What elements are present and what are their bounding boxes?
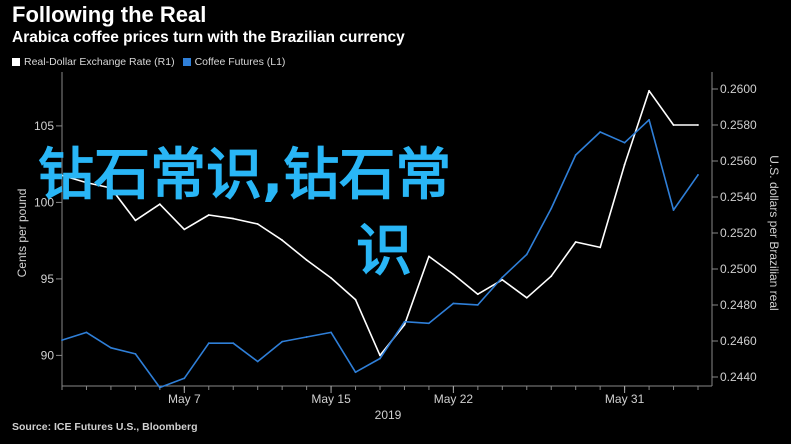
series-point-real [207, 214, 210, 216]
series-point-real [452, 273, 455, 276]
y-left-tick-label: 90 [41, 348, 55, 362]
series-point-real [85, 181, 88, 184]
x-axis-title: 2019 [375, 408, 402, 422]
y-right-tick-label: 0.2600 [720, 82, 757, 96]
series-point-coffee [207, 342, 210, 345]
series-point-coffee [232, 342, 235, 345]
series-point-coffee [281, 340, 284, 343]
series-point-coffee [672, 209, 675, 211]
series-point-real [623, 163, 626, 166]
legend-item-coffee: Coffee Futures (L1) [182, 56, 286, 68]
series-point-real [672, 124, 675, 126]
series-point-real [330, 277, 332, 279]
series-point-real [61, 174, 63, 177]
chart-subtitle: Arabica coffee prices turn with the Braz… [12, 29, 405, 46]
overlay-line-2: 识 [356, 219, 412, 284]
series-point-real [379, 354, 381, 357]
series-point-real [428, 255, 430, 258]
series-point-real [599, 246, 602, 249]
series-point-coffee [354, 371, 357, 374]
legend-label-real: Real-Dollar Exchange Rate (R1) [24, 56, 175, 68]
y-right-tick-label: 0.2520 [720, 226, 757, 240]
series-point-real [232, 217, 235, 220]
series-point-coffee [61, 339, 63, 341]
series-point-coffee [623, 141, 626, 144]
overlay-watermark-text: 钻石常识,钻石常 识 [38, 138, 698, 290]
series-point-coffee [599, 131, 602, 133]
series-point-coffee [452, 302, 455, 305]
y-right-axis-title: U.S. dollars per Brazilian real [767, 155, 781, 310]
series-point-coffee [403, 320, 406, 323]
series-point-coffee [85, 331, 88, 334]
y-right-tick-label: 0.2480 [720, 298, 757, 312]
series-point-real [476, 293, 479, 296]
series-point-coffee [379, 357, 381, 360]
series-point-coffee [305, 336, 308, 338]
series-point-coffee [476, 304, 479, 306]
x-tick-label: May 7 [168, 392, 201, 406]
series-point-real [403, 323, 406, 326]
series-point-coffee [330, 331, 332, 334]
series-point-coffee [648, 118, 650, 121]
series-point-coffee [501, 276, 504, 279]
source-note: Source: ICE Futures U.S., Bloomberg [12, 421, 198, 433]
series-point-coffee [574, 154, 577, 156]
y-right-tick-label: 0.2580 [720, 118, 757, 132]
y-right-tick-label: 0.2440 [720, 370, 757, 384]
series-point-real [183, 228, 186, 231]
series-point-real [158, 203, 161, 206]
y-left-tick-label: 100 [34, 195, 54, 209]
legend-swatch-real [12, 58, 20, 66]
series-point-real [648, 89, 650, 92]
series-point-real [574, 241, 577, 243]
series-point-coffee [525, 253, 528, 256]
x-tick-label: May 31 [605, 392, 645, 406]
series-point-real [256, 223, 259, 225]
series-point-real [354, 298, 357, 301]
legend-swatch-coffee [182, 58, 191, 66]
series-point-coffee [110, 346, 112, 349]
legend-label-coffee: Coffee Futures (L1) [194, 56, 286, 68]
y-right-tick-label: 0.2500 [720, 262, 757, 276]
overlay-line-1: 钻石常识,钻石常 [38, 143, 452, 208]
series-point-coffee [550, 207, 553, 210]
x-tick-label: May 15 [311, 392, 351, 406]
series-point-real [134, 219, 137, 222]
series-point-real [110, 187, 112, 189]
series-point-coffee [256, 360, 259, 363]
series-point-real [697, 124, 699, 126]
series-point-coffee [428, 322, 430, 325]
y-right-tick-label: 0.2560 [720, 154, 757, 168]
y-right-tick-label: 0.2540 [720, 190, 757, 204]
series-point-coffee [134, 352, 137, 355]
series-point-coffee [697, 173, 699, 176]
series-point-real [501, 278, 504, 281]
legend-item-real: Real-Dollar Exchange Rate (R1) [12, 56, 175, 68]
y-left-tick-label: 105 [34, 119, 54, 133]
series-point-real [305, 259, 308, 261]
y-left-tick-label: 95 [41, 272, 55, 286]
x-tick-label: May 22 [434, 392, 474, 406]
series-point-real [281, 239, 284, 242]
series-point-coffee [158, 386, 161, 389]
series-point-coffee [183, 377, 186, 380]
chart-title: Following the Real [12, 2, 207, 27]
series-point-real [550, 275, 553, 278]
series-point-real [525, 296, 528, 299]
y-left-axis-title: Cents per pound [15, 189, 29, 278]
y-right-tick-label: 0.2460 [720, 334, 757, 348]
legend: Real-Dollar Exchange Rate (R1) Coffee Fu… [12, 56, 293, 68]
